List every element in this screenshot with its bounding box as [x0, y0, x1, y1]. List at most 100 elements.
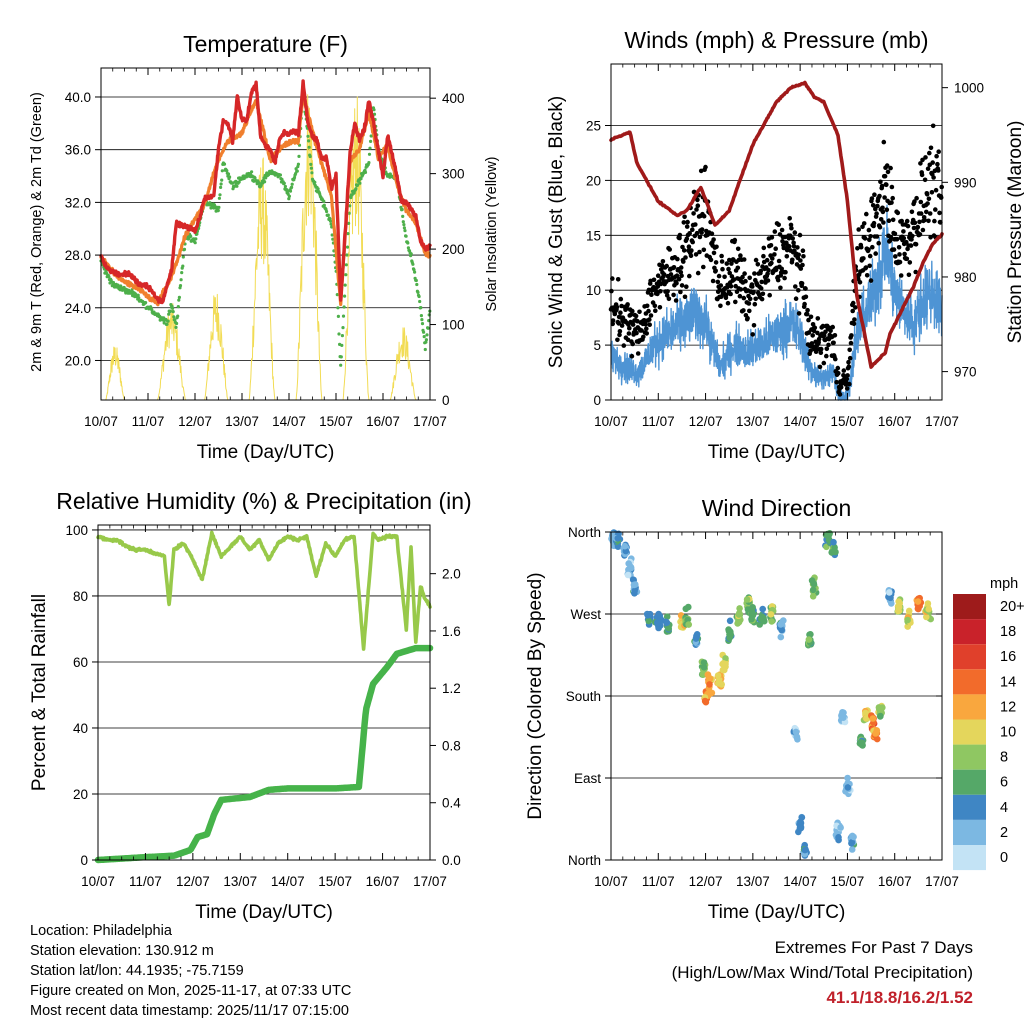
- gust-point: [701, 213, 707, 219]
- gust-point: [639, 328, 644, 333]
- gust-point: [800, 248, 806, 253]
- y-tick-label: 80: [73, 589, 88, 604]
- x-tick-label: 11/07: [642, 414, 675, 429]
- gust-point: [779, 227, 785, 233]
- gust-point: [913, 242, 919, 247]
- direction-point: [663, 613, 671, 620]
- direction-point: [835, 834, 842, 841]
- dewpoint-point: [220, 178, 224, 182]
- gust-point: [720, 266, 725, 272]
- direction-point: [725, 626, 732, 633]
- direction-point: [914, 598, 922, 605]
- gust-point: [694, 230, 700, 236]
- gust-point: [753, 257, 759, 263]
- dewpoint-point: [173, 318, 177, 322]
- gust-point: [711, 250, 717, 256]
- gust-point: [904, 239, 909, 245]
- gust-point: [866, 227, 872, 233]
- dewpoint-point: [415, 282, 419, 287]
- y2-tick-label: 0.8: [442, 738, 461, 753]
- dewpoint-point: [339, 363, 343, 367]
- gust-point: [658, 289, 663, 294]
- gust-point: [630, 322, 636, 327]
- gust-point: [644, 326, 649, 332]
- gust-point: [795, 245, 800, 250]
- dewpoint-point: [313, 180, 317, 184]
- dewpoint-point: [165, 322, 169, 326]
- gust-point: [902, 251, 907, 257]
- colorbar-swatch: [953, 719, 986, 745]
- dewpoint-point: [150, 308, 154, 312]
- direction-point: [720, 660, 727, 667]
- dewpoint-point: [401, 220, 405, 224]
- gust-point: [888, 235, 894, 240]
- y2-tick-label: 990: [954, 175, 977, 190]
- gust-point: [664, 293, 670, 298]
- dewpoint-point: [341, 326, 345, 330]
- gust-point: [913, 269, 918, 275]
- direction-point: [624, 571, 632, 579]
- gust-point: [850, 300, 856, 306]
- gust-point: [880, 205, 885, 211]
- gust-point: [845, 373, 850, 378]
- gust-point: [686, 244, 692, 249]
- gust-point: [896, 245, 902, 250]
- gust-point: [630, 308, 635, 314]
- dewpoint-point: [287, 194, 291, 198]
- gust-point: [924, 209, 929, 215]
- gust-point: [917, 232, 923, 237]
- dewpoint-point: [337, 332, 341, 336]
- colorbar-label: 8: [1000, 750, 1008, 766]
- gust-point: [767, 292, 772, 298]
- gust-point: [928, 235, 933, 240]
- x-axis-label: Time (Day/UTC): [197, 442, 335, 463]
- dewpoint-point: [235, 184, 239, 188]
- gust-point: [801, 253, 806, 259]
- gust-point: [910, 233, 915, 239]
- direction-point: [627, 564, 635, 572]
- gust-point: [615, 277, 621, 282]
- gust-point: [870, 244, 875, 250]
- gust-point: [653, 308, 658, 314]
- gust-point: [716, 273, 722, 279]
- dewpoint-point: [306, 134, 310, 138]
- dewpoint-point: [282, 181, 286, 185]
- gust-point: [793, 284, 798, 289]
- gust-point: [740, 274, 745, 280]
- gust-point: [709, 231, 715, 236]
- direction-point: [614, 543, 622, 550]
- direction-point: [886, 589, 893, 596]
- extremes-values: 41.1/18.8/16.2/1.52: [826, 988, 973, 1007]
- elevation-text: Station elevation: 130.912 m: [30, 943, 214, 959]
- direction-point: [726, 617, 734, 625]
- dewpoint-point: [354, 187, 358, 191]
- gust-point: [728, 284, 734, 289]
- gust-point: [618, 296, 624, 302]
- direction-point: [844, 774, 851, 782]
- plot-frame: [97, 524, 431, 861]
- dewpoint-point: [343, 283, 347, 287]
- gust-point: [718, 303, 723, 309]
- gust-point: [862, 236, 868, 241]
- gust-point: [792, 230, 798, 235]
- gust-point: [683, 255, 688, 260]
- gust-point: [907, 260, 913, 265]
- gust-point: [919, 172, 925, 178]
- dewpoint-point: [406, 241, 410, 245]
- gust-point: [641, 334, 646, 340]
- x-axis-label: Time (Day/UTC): [708, 442, 846, 463]
- direction-point: [700, 659, 708, 666]
- gust-point: [699, 227, 705, 232]
- dewpoint-point: [414, 278, 418, 283]
- gust-point: [644, 303, 650, 309]
- y2-tick-label: 970: [954, 365, 977, 380]
- gust-point: [769, 235, 775, 240]
- direction-point: [705, 674, 713, 681]
- dewpoint-point: [177, 298, 181, 302]
- dewpoint-point: [356, 183, 360, 187]
- gust-point: [937, 210, 942, 216]
- gust-point: [691, 211, 696, 216]
- colorbar-label: 20+: [1000, 599, 1024, 615]
- gust-point: [873, 251, 878, 256]
